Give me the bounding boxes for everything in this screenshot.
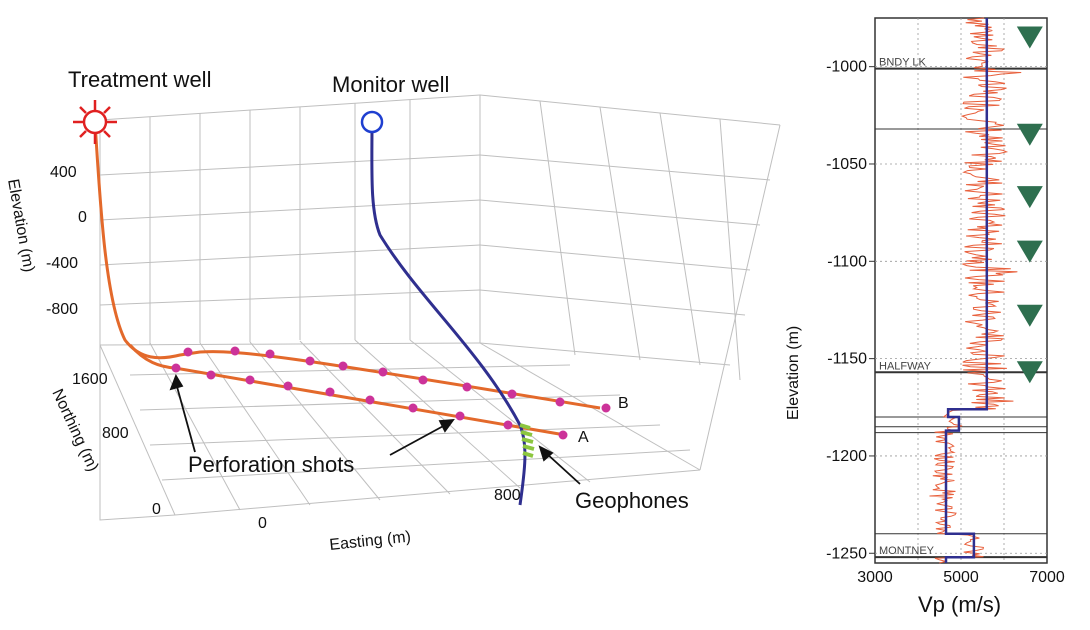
y-tick-label: -1000 (826, 59, 867, 76)
monitor-well-head-icon (360, 110, 384, 134)
perforation-shot (503, 420, 513, 430)
x-axis-label: Vp (m/s) (918, 592, 1001, 617)
perforation-shot (365, 395, 375, 405)
formation-labels: BNDY LK HALFWAY MONTNEY (879, 57, 935, 558)
y-tick-label: -1050 (826, 156, 867, 173)
easting-tick: 0 (258, 515, 267, 532)
geophone-marker (1016, 123, 1043, 146)
perforation-shot (265, 349, 275, 359)
perforation-shot (418, 375, 428, 385)
blocked-vp-trace (944, 18, 989, 563)
perforation-shot (555, 397, 565, 407)
geophone-marker (1016, 304, 1043, 327)
y-ticks: -1000 -1050 -1100 -1150 -1200 -1250 (826, 59, 875, 562)
treatment-well-label: Treatment well (68, 67, 211, 92)
perforation-shot (338, 361, 348, 371)
geophone-markers (1016, 26, 1043, 384)
line-b-label: B (618, 395, 629, 412)
grid-lines (99, 94, 781, 521)
perforation-shot (455, 411, 465, 421)
elevation-tick: 0 (78, 209, 87, 226)
perforation-shot (183, 347, 193, 357)
geophones-label: Geophones (575, 488, 689, 513)
formation-label: BNDY LK (879, 57, 927, 69)
perforation-shot (283, 381, 293, 391)
treatment-well-path (93, 121, 601, 410)
perforation-shot (206, 370, 216, 380)
perforation-shot (305, 356, 315, 366)
northing-tick: 0 (152, 501, 161, 518)
velocity-log-chart: BNDY LK HALFWAY MONTNEY -1000 -1050 -1100 -11… (785, 17, 1065, 617)
elevation-tick: 400 (50, 164, 77, 181)
x-tick-label: 7000 (1029, 569, 1065, 586)
perforation-shot (171, 363, 181, 373)
elevation-tick: -400 (46, 255, 78, 272)
y-axis-label: Elevation (m) (785, 326, 802, 420)
perforation-shot (325, 387, 335, 397)
x-ticks: 3000 5000 7000 (857, 569, 1065, 586)
treatment-well-head-icon (73, 100, 117, 144)
y-tick-label: -1100 (827, 253, 867, 270)
x-tick-label: 5000 (943, 569, 979, 586)
perforation-shot (230, 346, 240, 356)
geophone-array (519, 423, 535, 458)
log-grid (875, 18, 1047, 563)
elevation-tick: -800 (46, 301, 78, 318)
perforation-shot (462, 382, 472, 392)
geophone-marker (1016, 186, 1043, 209)
geophone-marker (1016, 361, 1043, 384)
x-tick-label: 3000 (857, 569, 893, 586)
perforation-shot (601, 403, 611, 413)
perforation-shot (245, 375, 255, 385)
blocked-vp-line (944, 18, 989, 563)
easting-tick: 800 (494, 487, 521, 504)
northing-tick: 1600 (72, 371, 108, 388)
perforation-shots-label: Perforation shots (188, 452, 354, 477)
perforation-shot (558, 430, 568, 440)
annotation-arrows (169, 373, 581, 485)
perforation-shots-a (171, 363, 568, 440)
geophone-marker (1016, 240, 1043, 263)
formation-horizons (875, 67, 1047, 564)
geophone-marker (1016, 26, 1043, 49)
y-tick-label: -1150 (827, 351, 867, 368)
y-tick-label: -1200 (826, 448, 867, 465)
monitor-well-path (370, 123, 527, 506)
well-diagram: Treatment well Monitor well Perforation … (4, 67, 781, 554)
easting-axis-label: Easting (m) (329, 529, 412, 554)
formation-label: MONTNEY (879, 545, 935, 557)
monitor-well-label: Monitor well (332, 72, 449, 97)
perforation-shot (378, 367, 388, 377)
formation-label: HALFWAY (879, 360, 932, 372)
northing-tick: 800 (102, 425, 129, 442)
northing-axis-label: Northing (m) (48, 387, 101, 475)
line-a-label: A (578, 429, 589, 446)
perforation-shots-b (183, 346, 611, 413)
perforation-shot (408, 403, 418, 413)
y-tick-label: -1250 (826, 545, 867, 562)
perforation-shot (507, 389, 517, 399)
elevation-axis-label: Elevation (m) (4, 178, 37, 274)
